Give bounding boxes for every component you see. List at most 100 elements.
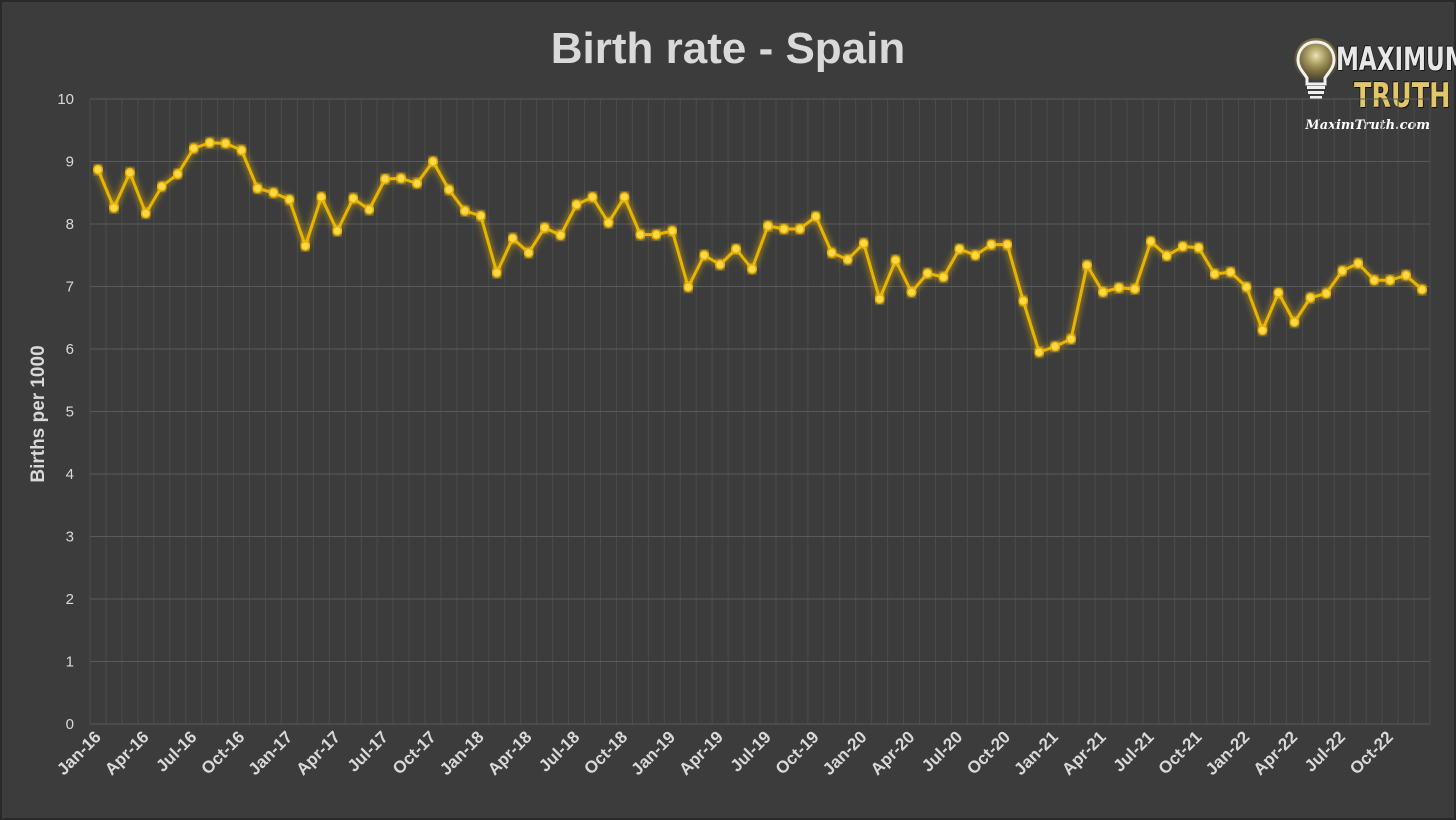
maximum-truth-logo: MAXIMUM TRUTH MaximTruth.com — [1292, 32, 1456, 137]
data-point — [731, 244, 742, 254]
y-tick-label: 2 — [66, 591, 74, 608]
data-point — [1353, 258, 1364, 269]
data-point — [954, 244, 965, 254]
x-tick-label: Jan-17 — [245, 727, 297, 779]
data-point — [1257, 325, 1268, 336]
data-point — [268, 187, 279, 198]
x-tick-label: Apr-20 — [867, 727, 919, 779]
x-tick-label: Jan-16 — [53, 727, 105, 779]
data-point — [1082, 260, 1092, 271]
data-point — [1050, 341, 1061, 352]
x-tick-label: Jul-18 — [535, 727, 583, 775]
data-point — [986, 239, 997, 250]
y-tick-label: 6 — [66, 341, 74, 358]
data-point — [635, 229, 646, 240]
data-point — [683, 282, 694, 293]
chart-title: Birth rate - Spain — [550, 24, 906, 73]
data-point — [1066, 334, 1077, 344]
data-point — [396, 173, 407, 184]
data-point — [699, 250, 710, 261]
data-point — [156, 181, 167, 192]
data-point — [747, 264, 757, 274]
data-point — [1002, 239, 1013, 250]
data-point — [236, 145, 247, 156]
data-point — [491, 267, 502, 278]
y-tick-label: 1 — [66, 654, 74, 671]
x-tick-label: Oct-20 — [963, 727, 1014, 778]
data-point — [1273, 287, 1284, 298]
data-point — [1193, 242, 1204, 253]
data-point — [539, 222, 550, 233]
data-point — [300, 240, 311, 251]
x-tick-label: Jul-20 — [918, 727, 966, 775]
data-point — [459, 205, 470, 216]
data-point — [172, 169, 183, 179]
x-tick-label: Oct-18 — [580, 727, 631, 778]
grid — [89, 98, 1431, 725]
lightbulb-icon — [1294, 38, 1338, 99]
logo-text-truth: TRUTH — [1354, 76, 1451, 116]
data-point — [348, 193, 359, 204]
data-point — [93, 164, 103, 175]
data-point — [1098, 287, 1108, 298]
data-point — [364, 204, 375, 215]
data-point — [906, 287, 917, 298]
data-point — [1129, 284, 1140, 294]
x-tick-label: Jul-19 — [727, 727, 775, 775]
data-point — [619, 192, 630, 203]
data-point — [1289, 317, 1300, 328]
data-point — [842, 254, 853, 265]
data-point — [603, 217, 614, 228]
data-point — [1225, 267, 1236, 278]
data-point — [587, 192, 598, 203]
x-tick-label: Oct-17 — [389, 727, 440, 778]
x-tick-label: Apr-21 — [1058, 727, 1110, 779]
data-point — [332, 225, 343, 236]
y-tick-label: 4 — [66, 466, 74, 483]
data-point — [252, 183, 263, 194]
data-point — [1018, 295, 1029, 306]
data-point — [188, 143, 199, 154]
data-point — [651, 229, 662, 240]
data-point — [220, 138, 231, 149]
data-point — [794, 224, 805, 234]
data-point — [428, 156, 438, 167]
x-tick-label: Jan-18 — [436, 727, 488, 779]
data-point — [667, 225, 678, 236]
x-tick-label: Apr-22 — [1250, 727, 1302, 779]
x-tick-label: Oct-22 — [1346, 727, 1397, 778]
data-point — [890, 255, 901, 266]
y-tick-label: 9 — [66, 154, 74, 171]
x-tick-label: Oct-19 — [772, 727, 823, 778]
x-tick-label: Jul-17 — [344, 727, 392, 775]
data-point — [316, 192, 327, 203]
y-tick-label: 8 — [66, 216, 74, 233]
data-point — [1034, 347, 1045, 358]
data-point — [507, 233, 518, 244]
x-tick-label: Jan-20 — [819, 727, 871, 779]
data-point — [1209, 269, 1220, 279]
data-point — [108, 202, 119, 213]
data-point — [1401, 270, 1412, 281]
y-tick-label: 0 — [66, 716, 74, 733]
data-point — [1305, 292, 1316, 303]
y-tick-label: 5 — [66, 404, 74, 421]
data-point — [555, 230, 566, 241]
data-point — [380, 174, 391, 184]
x-tick-label: Oct-21 — [1155, 727, 1206, 778]
data-point — [124, 167, 135, 178]
data-point — [204, 137, 215, 148]
data-point — [443, 184, 454, 195]
x-tick-label: Jul-21 — [1109, 727, 1157, 775]
x-tick-label: Apr-16 — [101, 727, 153, 779]
x-tick-label: Jan-21 — [1010, 727, 1062, 779]
data-point — [778, 224, 789, 234]
x-tick-label: Apr-19 — [675, 727, 727, 779]
data-point — [1161, 250, 1172, 261]
data-point — [523, 247, 534, 258]
data-point — [284, 194, 295, 205]
data-point — [715, 259, 726, 270]
y-tick-label: 7 — [66, 279, 74, 296]
